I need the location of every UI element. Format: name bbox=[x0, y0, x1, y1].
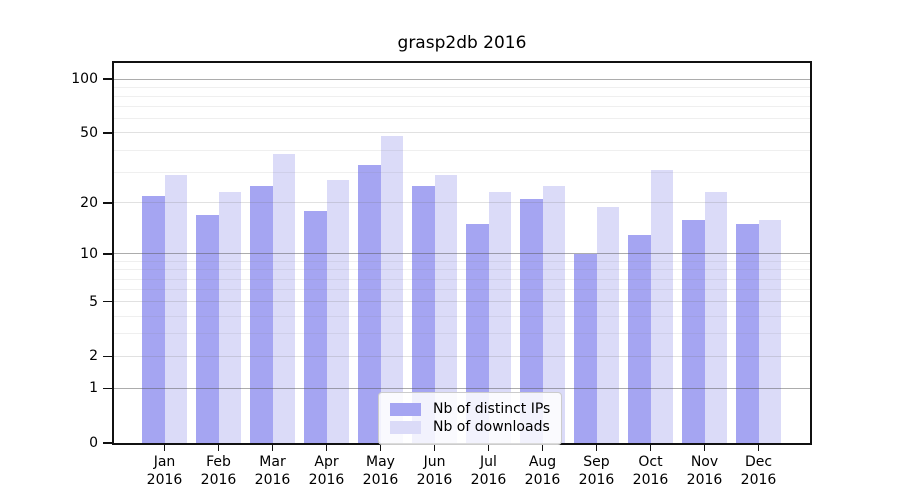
bar-distinct-ips-oct-2016 bbox=[628, 234, 651, 443]
xtick-label-may-2016: May 2016 bbox=[362, 454, 399, 488]
ytick-mark-10 bbox=[103, 253, 112, 255]
bar-distinct-ips-dec-2016 bbox=[736, 224, 759, 443]
xtick-mark-sep-2016 bbox=[595, 445, 598, 451]
xtick-mark-dec-2016 bbox=[757, 445, 760, 451]
ytick-label-100: 100 bbox=[71, 71, 98, 87]
xtick-label-oct-2016: Oct 2016 bbox=[632, 454, 669, 488]
xtick-mark-aug-2016 bbox=[541, 445, 544, 451]
ytick-label-1: 1 bbox=[89, 380, 98, 397]
ytick-mark-100 bbox=[103, 78, 112, 80]
ytick-label-20: 20 bbox=[80, 194, 98, 211]
bar-downloads-apr-2016 bbox=[326, 180, 349, 443]
ytick-mark-2 bbox=[103, 355, 112, 358]
legend-swatch-downloads bbox=[390, 420, 421, 434]
xtick-mark-may-2016 bbox=[379, 445, 382, 451]
ytick-mark-0 bbox=[103, 442, 112, 444]
xtick-label-aug-2016: Aug 2016 bbox=[524, 454, 561, 488]
bar-downloads-jun-2016 bbox=[434, 174, 457, 443]
bar-downloads-oct-2016 bbox=[650, 169, 673, 443]
ytick-mark-1 bbox=[103, 387, 112, 390]
xtick-mark-jun-2016 bbox=[433, 445, 436, 451]
xtick-mark-jan-2016 bbox=[163, 445, 166, 451]
ytick-label-10: 10 bbox=[80, 245, 98, 262]
bar-downloads-aug-2016 bbox=[542, 186, 565, 443]
bar-distinct-ips-aug-2016 bbox=[520, 199, 543, 443]
ytick-mark-50 bbox=[103, 132, 112, 134]
chart-title: grasp2db 2016 bbox=[397, 33, 527, 53]
bar-distinct-ips-mar-2016 bbox=[250, 186, 273, 443]
bar-distinct-ips-jan-2016 bbox=[142, 195, 165, 443]
xtick-label-jun-2016: Jun 2016 bbox=[416, 454, 453, 488]
xtick-label-dec-2016: Dec 2016 bbox=[740, 454, 777, 488]
bar-distinct-ips-jun-2016 bbox=[412, 186, 435, 443]
xtick-label-mar-2016: Mar 2016 bbox=[254, 454, 291, 488]
bar-downloads-nov-2016 bbox=[704, 192, 727, 443]
bar-distinct-ips-apr-2016 bbox=[304, 210, 327, 443]
legend-label-distinct-ips: Nb of distinct IPs bbox=[433, 401, 551, 417]
bar-downloads-dec-2016 bbox=[758, 219, 781, 443]
bar-distinct-ips-may-2016 bbox=[358, 164, 381, 443]
xtick-mark-nov-2016 bbox=[703, 445, 706, 451]
legend-item-distinct-ips: Nb of distinct IPs bbox=[390, 401, 550, 417]
xtick-mark-mar-2016 bbox=[271, 445, 274, 451]
bar-downloads-mar-2016 bbox=[272, 154, 295, 443]
xtick-mark-feb-2016 bbox=[217, 445, 220, 451]
xtick-label-jul-2016: Jul 2016 bbox=[470, 454, 507, 488]
bar-distinct-ips-nov-2016 bbox=[682, 219, 705, 443]
legend-label-downloads: Nb of downloads bbox=[433, 419, 550, 435]
xtick-mark-jul-2016 bbox=[487, 445, 490, 451]
legend-swatch-distinct-ips bbox=[390, 402, 421, 416]
xtick-label-apr-2016: Apr 2016 bbox=[308, 454, 345, 488]
bar-distinct-ips-feb-2016 bbox=[196, 215, 219, 443]
xtick-mark-oct-2016 bbox=[649, 445, 652, 451]
bar-downloads-sep-2016 bbox=[596, 206, 619, 443]
ytick-label-0: 0 bbox=[89, 435, 98, 451]
xtick-label-jan-2016: Jan 2016 bbox=[146, 454, 183, 488]
ytick-mark-5 bbox=[103, 300, 112, 303]
bars-layer bbox=[114, 63, 810, 443]
bar-downloads-feb-2016 bbox=[218, 192, 241, 443]
ytick-mark-20 bbox=[103, 202, 112, 204]
ytick-label-2: 2 bbox=[89, 348, 98, 365]
ytick-label-5: 5 bbox=[89, 293, 98, 310]
bar-downloads-jan-2016 bbox=[164, 174, 187, 443]
bar-downloads-may-2016 bbox=[380, 136, 403, 443]
legend-item-downloads: Nb of downloads bbox=[390, 419, 550, 435]
xtick-mark-apr-2016 bbox=[325, 445, 328, 451]
bar-downloads-jul-2016 bbox=[488, 192, 511, 443]
xtick-label-feb-2016: Feb 2016 bbox=[200, 454, 237, 488]
xtick-label-nov-2016: Nov 2016 bbox=[686, 454, 723, 488]
plot-area: Nb of distinct IPs Nb of downloads bbox=[112, 61, 812, 445]
bar-distinct-ips-sep-2016 bbox=[574, 253, 597, 443]
legend: Nb of distinct IPs Nb of downloads bbox=[378, 392, 563, 445]
ytick-label-50: 50 bbox=[80, 124, 98, 141]
xtick-label-sep-2016: Sep 2016 bbox=[578, 454, 615, 488]
